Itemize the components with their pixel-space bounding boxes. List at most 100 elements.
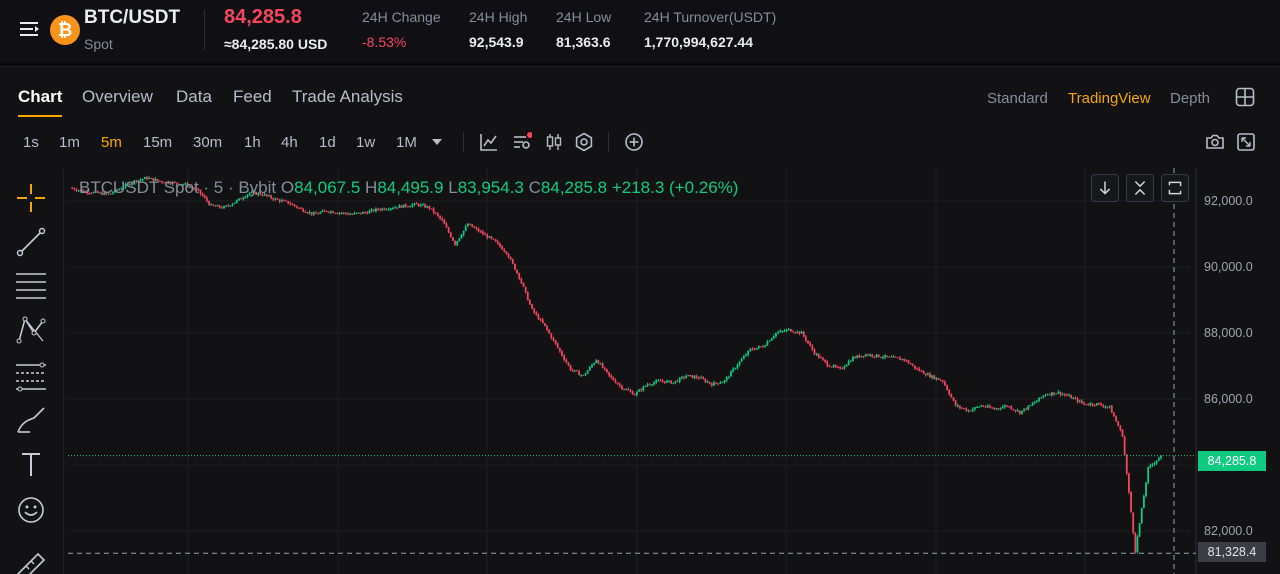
candle-body	[107, 193, 110, 195]
candle-body	[180, 184, 183, 186]
candle-body	[255, 191, 258, 195]
candle-body	[1063, 394, 1066, 396]
candle-body	[199, 189, 202, 194]
candle-body	[623, 388, 625, 390]
view-standard[interactable]: Standard	[987, 90, 1048, 107]
candle-body	[469, 224, 471, 226]
candle-body	[586, 370, 589, 374]
interval-1d[interactable]: 1d	[319, 134, 336, 151]
candle-body	[124, 184, 127, 188]
candle-body	[606, 368, 608, 372]
interval-dropdown-icon[interactable]	[430, 135, 444, 149]
candle-body	[1059, 391, 1062, 395]
candle-body	[240, 198, 243, 200]
candle-body	[293, 204, 296, 207]
interval-1M[interactable]: 1M	[396, 134, 417, 151]
candle-body	[1157, 458, 1160, 461]
candle-body	[184, 183, 187, 185]
candle-body	[631, 391, 634, 395]
candle-body	[424, 204, 427, 208]
tab-overview[interactable]: Overview	[82, 87, 153, 106]
candle-body	[392, 208, 394, 210]
candle-body	[815, 353, 818, 355]
candle-body	[1117, 421, 1120, 427]
candle-body	[621, 385, 623, 389]
candle-body	[849, 361, 852, 363]
candle-body	[1025, 408, 1028, 410]
add-icon[interactable]	[624, 132, 644, 152]
crosshair-icon[interactable]	[14, 181, 48, 215]
candle-body	[413, 203, 416, 205]
candle-body	[176, 182, 178, 184]
candle-body	[732, 368, 735, 372]
candle-body	[944, 381, 946, 386]
candle-body	[764, 345, 767, 348]
interval-1w[interactable]: 1w	[356, 134, 376, 151]
candle-body	[233, 202, 236, 204]
candle-body	[481, 231, 484, 235]
candle-body	[452, 237, 454, 241]
candle-body	[152, 178, 155, 181]
candle-body	[1016, 410, 1019, 412]
interval-5m[interactable]: 5m	[101, 134, 122, 151]
candle-body	[993, 408, 996, 410]
ruler-icon[interactable]	[14, 550, 48, 574]
menu-icon[interactable]	[20, 20, 40, 38]
view-depth[interactable]: Depth	[1170, 90, 1211, 107]
camera-icon[interactable]	[1205, 132, 1225, 152]
candle-body	[1140, 508, 1143, 524]
pattern-icon[interactable]	[14, 313, 48, 347]
candle-body	[1027, 405, 1030, 410]
reset-view-icon[interactable]	[1161, 174, 1189, 202]
candle-body	[683, 376, 685, 378]
indicators-icon[interactable]	[479, 132, 499, 152]
candle-body	[841, 368, 844, 370]
scroll-down-icon[interactable]	[1091, 174, 1119, 202]
interval-1h[interactable]: 1h	[244, 134, 261, 151]
fullscreen-icon[interactable]	[1236, 132, 1256, 152]
candle-body	[546, 325, 548, 330]
layout-grid-icon[interactable]	[1235, 87, 1255, 107]
candle-body	[956, 405, 959, 407]
legend-high-label: H	[365, 178, 378, 197]
text-icon[interactable]	[14, 448, 48, 482]
candle-body	[804, 336, 807, 341]
fib-icon[interactable]	[14, 359, 48, 393]
candle-body	[832, 365, 835, 367]
tab-data[interactable]: Data	[176, 87, 212, 106]
view-tradingview[interactable]: TradingView	[1068, 90, 1151, 107]
trend-line-icon[interactable]	[14, 225, 48, 259]
candle-body	[231, 203, 234, 206]
candle-body	[766, 341, 769, 346]
candle-body	[141, 179, 144, 181]
collapse-icon[interactable]	[1126, 174, 1154, 202]
interval-30m[interactable]: 30m	[193, 134, 223, 151]
candle-body	[494, 239, 497, 242]
chart-type-icon[interactable]	[544, 132, 564, 152]
emoji-icon[interactable]	[14, 493, 48, 527]
chart-settings-icon[interactable]	[574, 132, 594, 152]
candle-body	[1053, 392, 1055, 395]
candle-body	[1147, 467, 1150, 483]
candle-body	[379, 209, 382, 211]
candle-body	[933, 375, 936, 380]
interval-1m[interactable]: 1m	[59, 134, 80, 151]
tab-chart[interactable]: Chart	[18, 87, 63, 117]
candle-body	[1061, 394, 1064, 396]
brush-icon[interactable]	[14, 404, 48, 438]
interval-15m[interactable]: 15m	[143, 134, 173, 151]
candle-body	[114, 189, 116, 193]
interval-4h[interactable]: 4h	[281, 134, 298, 151]
tab-trade-analysis[interactable]: Trade Analysis	[292, 87, 403, 106]
stat-value-change: -8.53%	[362, 34, 407, 50]
tab-feed[interactable]: Feed	[233, 87, 272, 106]
candle-body	[1023, 408, 1025, 411]
candle-body	[864, 354, 867, 357]
candle-body	[710, 383, 713, 386]
horizontal-lines-icon[interactable]	[14, 269, 48, 303]
candle-body	[1040, 397, 1043, 399]
interval-1s[interactable]: 1s	[23, 134, 39, 151]
pair-symbol[interactable]: BTC/USDT	[84, 7, 181, 28]
settings-list-icon[interactable]	[512, 132, 532, 152]
